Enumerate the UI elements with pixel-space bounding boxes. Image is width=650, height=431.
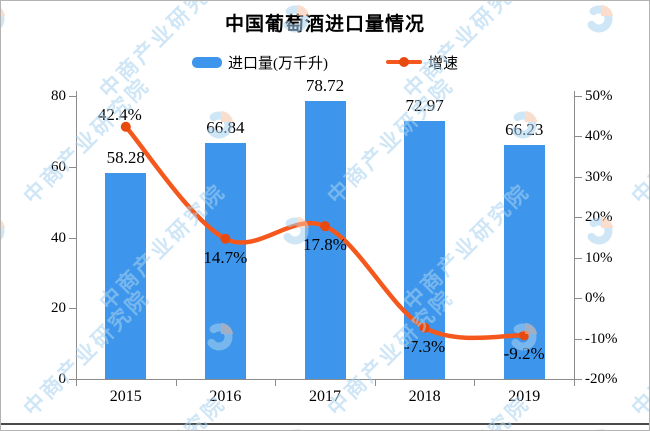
growth-label-2015: 42.4% bbox=[97, 104, 142, 124]
x-axis-label-2018: 2018 bbox=[408, 388, 441, 405]
growth-point-2018 bbox=[419, 322, 430, 333]
y-axis-right-label: 50% bbox=[585, 88, 613, 104]
x-axis-label-2016: 2016 bbox=[209, 388, 242, 405]
legend-item-import-volume: 进口量(万千升) bbox=[191, 52, 328, 73]
growth-line bbox=[123, 124, 527, 341]
bar-2015 bbox=[105, 172, 147, 379]
bar-series-label: 进口量(万千升) bbox=[227, 55, 328, 72]
x-axis-label-2015: 2015 bbox=[109, 388, 142, 405]
line-series-marker-dot bbox=[398, 57, 409, 67]
y-axis-left-tick bbox=[69, 379, 76, 380]
x-axis-tick bbox=[374, 380, 376, 386]
x-axis-tick bbox=[76, 380, 77, 386]
y-axis-left-tick bbox=[69, 166, 76, 168]
y-axis-right-label: 40% bbox=[585, 128, 613, 145]
y-axis-left-label: 40 bbox=[51, 229, 66, 246]
y-axis-right-tick bbox=[575, 96, 582, 97]
y-axis-right-tick bbox=[575, 136, 582, 138]
y-axis-left-label: 60 bbox=[51, 158, 66, 175]
x-axis-tick bbox=[275, 380, 277, 386]
bar-value-label-2015: 58.28 bbox=[106, 147, 145, 167]
legend-item-growth-rate: 增速 bbox=[385, 52, 458, 73]
bar-2018 bbox=[404, 120, 446, 379]
bar-value-label-2016: 66.84 bbox=[206, 117, 245, 137]
y-axis-left-label: 20 bbox=[51, 300, 66, 317]
y-axis-left-label: 80 bbox=[51, 88, 66, 104]
chart-title: 中国葡萄酒进口量情况 bbox=[224, 14, 425, 35]
growth-label-2018: -7.3% bbox=[404, 336, 446, 356]
y-axis-left-tick bbox=[69, 96, 76, 97]
y-axis-left-label: 0 bbox=[58, 371, 67, 387]
x-axis-tick bbox=[574, 380, 575, 386]
growth-point-2019 bbox=[519, 330, 530, 341]
y-axis-right-label: -20% bbox=[585, 371, 618, 387]
growth-point-2015 bbox=[120, 121, 131, 132]
y-axis-left-line bbox=[76, 91, 77, 379]
y-axis-right-tick bbox=[575, 379, 582, 380]
bar-value-label-2017: 78.72 bbox=[305, 75, 345, 95]
y-axis-right-label: 10% bbox=[585, 249, 613, 266]
x-axis-line bbox=[76, 379, 575, 380]
growth-point-2017 bbox=[320, 221, 330, 232]
growth-label-2016: 14.7% bbox=[203, 247, 248, 267]
x-axis-tick bbox=[175, 380, 177, 386]
bar-value-label-2019: 66.23 bbox=[505, 119, 544, 139]
y-axis-right-label: 30% bbox=[585, 168, 613, 185]
bar-value-label-2018: 72.97 bbox=[405, 95, 444, 115]
y-axis-right-tick bbox=[575, 176, 582, 178]
growth-point-2016 bbox=[220, 233, 231, 244]
bottom-divider bbox=[1, 423, 649, 425]
y-axis-left-tick bbox=[69, 237, 76, 239]
y-axis-right-tick bbox=[575, 257, 582, 259]
line-series-label: 增速 bbox=[427, 55, 458, 72]
y-axis-right-line bbox=[574, 91, 575, 379]
y-axis-right-label: -10% bbox=[585, 330, 618, 347]
x-axis-label-2017: 2017 bbox=[309, 388, 341, 405]
y-axis-right-label: 20% bbox=[585, 209, 613, 226]
growth-label-2017: 17.8% bbox=[303, 235, 347, 255]
legend: 进口量(万千升) 增速 bbox=[1, 51, 649, 73]
watermark-logo-icon bbox=[1, 216, 6, 251]
y-axis-right-tick bbox=[575, 338, 582, 340]
line-series-swatch bbox=[385, 57, 422, 67]
y-axis-left-tick bbox=[69, 308, 76, 310]
growth-label-2019: -9.2% bbox=[503, 344, 545, 364]
y-axis-right-label: 0% bbox=[585, 290, 605, 307]
x-axis-tick bbox=[474, 380, 476, 386]
x-axis-label-2019: 2019 bbox=[508, 388, 541, 405]
y-axis-right-tick bbox=[575, 217, 582, 219]
bar-series-swatch bbox=[191, 56, 222, 68]
y-axis-right-tick bbox=[575, 298, 582, 300]
bar-2017 bbox=[304, 100, 346, 379]
